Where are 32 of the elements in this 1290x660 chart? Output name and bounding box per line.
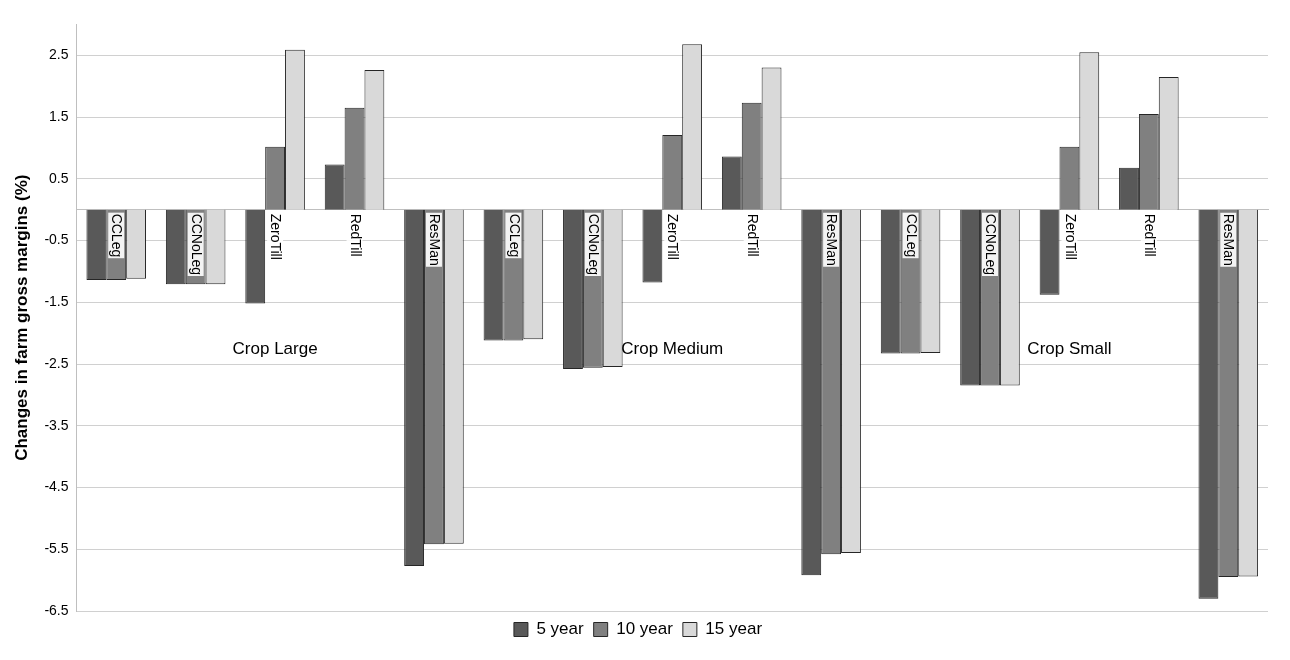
y-tick-label: -1.5	[44, 293, 69, 310]
annotation: Crop Medium	[621, 339, 724, 359]
x-tick-label: RedTill	[1141, 213, 1158, 257]
legend-label: 5 year	[536, 619, 585, 639]
y-tick-label: -5.5	[44, 540, 69, 557]
x-tick-label: CCLeg	[506, 213, 523, 258]
x-tick-label: CCNoLeg	[585, 213, 602, 276]
legend-label: 15 year	[705, 619, 763, 639]
legend-label: 10 year	[616, 619, 674, 639]
annotation: Crop Small	[1027, 339, 1112, 359]
y-tick-label: 1.5	[49, 107, 69, 124]
x-tick-label: CCNoLeg	[188, 213, 205, 276]
x-tick-label: CCNoLeg	[983, 213, 1000, 276]
x-tick-label: ResMan	[824, 213, 841, 266]
x-tick-label: ResMan	[427, 213, 444, 266]
x-tick-label: ZeroTill	[665, 213, 682, 260]
y-tick-label: -6.5	[44, 601, 69, 618]
y-tick-label: -0.5	[44, 231, 69, 248]
y-tick-label: 2.5	[49, 46, 69, 63]
y-tick-label: -3.5	[44, 416, 69, 433]
y-tick-label: -2.5	[44, 354, 69, 371]
annotation: Crop Large	[232, 339, 318, 359]
y-axis-title: Changes in farm gross margins (%)	[11, 174, 31, 461]
x-tick-label: CCLeg	[109, 213, 126, 258]
x-tick-label: CCLeg	[903, 213, 920, 258]
x-tick-label: ZeroTill	[1062, 213, 1079, 260]
y-tick-label: -4.5	[44, 478, 69, 495]
x-tick-label: ResMan	[1221, 213, 1238, 266]
x-tick-label: RedTill	[347, 213, 364, 257]
x-tick-label: RedTill	[744, 213, 761, 257]
x-tick-label: ZeroTill	[268, 213, 285, 260]
y-tick-label: 0.5	[49, 169, 69, 186]
